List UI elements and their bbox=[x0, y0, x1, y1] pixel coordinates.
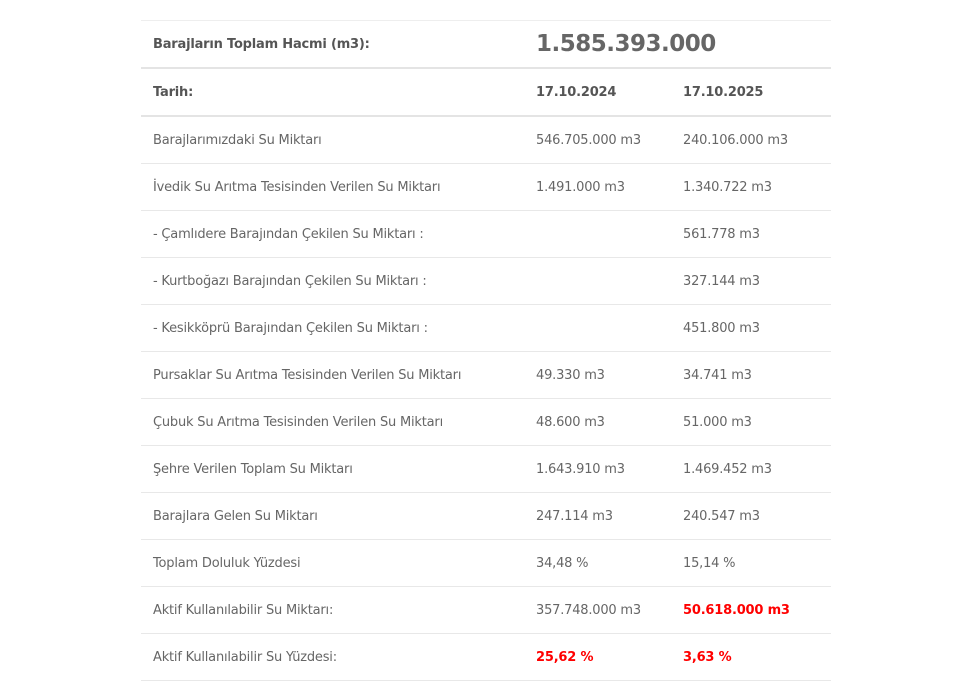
row-label: Pursaklar Su Arıtma Tesisinden Verilen S… bbox=[153, 367, 462, 383]
value-2024: 247.114 m3 bbox=[536, 508, 613, 524]
value-2024: 546.705.000 m3 bbox=[536, 132, 641, 148]
value-2025: 1.340.722 m3 bbox=[683, 179, 772, 195]
row-label: Çubuk Su Arıtma Tesisinden Verilen Su Mi… bbox=[153, 414, 443, 430]
value-2025: 51.000 m3 bbox=[683, 414, 752, 430]
value-2025: 240.547 m3 bbox=[683, 508, 760, 524]
total-volume-label: Barajların Toplam Hacmi (m3): bbox=[153, 36, 370, 52]
value-2024: 48.600 m3 bbox=[536, 414, 605, 430]
row-label: Barajlarımızdaki Su Miktarı bbox=[153, 132, 322, 148]
table-row: Toplam Doluluk Yüzdesi 34,48 % 15,14 % bbox=[141, 540, 831, 587]
value-2025: 451.800 m3 bbox=[683, 320, 760, 336]
date-2: 17.10.2025 bbox=[683, 84, 764, 100]
total-volume-value: 1.585.393.000 bbox=[536, 31, 716, 57]
value-2025: 50.618.000 m3 bbox=[683, 602, 790, 618]
value-2025: 34.741 m3 bbox=[683, 367, 752, 383]
value-2024: 1.643.910 m3 bbox=[536, 461, 625, 477]
row-label: Aktif Kullanılabilir Su Miktarı: bbox=[153, 602, 334, 618]
row-label: İvedik Su Arıtma Tesisinden Verilen Su M… bbox=[153, 179, 441, 195]
table-row: Aktif Kullanılabilir Su Miktarı: 357.748.… bbox=[141, 587, 831, 634]
row-label: - Çamlıdere Barajından Çekilen Su Miktar… bbox=[153, 226, 424, 242]
table-row: Aktif Kullanılabilir Su Yüzdesi: 25,62 % 3… bbox=[141, 634, 831, 681]
date-1: 17.10.2024 bbox=[536, 84, 617, 100]
value-2025: 1.469.452 m3 bbox=[683, 461, 772, 477]
value-2024: 25,62 % bbox=[536, 649, 594, 665]
table-row: - Çamlıdere Barajından Çekilen Su Miktar… bbox=[141, 211, 831, 258]
table-row: İvedik Su Arıtma Tesisinden Verilen Su M… bbox=[141, 164, 831, 211]
table-row: Şehre Verilen Toplam Su Miktarı 1.643.910… bbox=[141, 446, 831, 493]
table-row: - Kurtboğazı Barajından Çekilen Su Mikta… bbox=[141, 258, 831, 305]
value-2025: 240.106.000 m3 bbox=[683, 132, 788, 148]
row-label: Toplam Doluluk Yüzdesi bbox=[153, 555, 301, 571]
value-2024: 49.330 m3 bbox=[536, 367, 605, 383]
value-2025: 327.144 m3 bbox=[683, 273, 760, 289]
table-body: Barajlarımızdaki Su Miktarı 546.705.000 m… bbox=[141, 117, 831, 681]
value-2024: 34,48 % bbox=[536, 555, 589, 571]
row-label: Barajlara Gelen Su Miktarı bbox=[153, 508, 318, 524]
value-2025: 3,63 % bbox=[683, 649, 732, 665]
row-label: Aktif Kullanılabilir Su Yüzdesi: bbox=[153, 649, 337, 665]
date-header-row: Tarih: 17.10.2024 17.10.2025 bbox=[141, 69, 831, 117]
table-row: Çubuk Su Arıtma Tesisinden Verilen Su Mi… bbox=[141, 399, 831, 446]
table-row: Barajlara Gelen Su Miktarı 247.114 m3 240.… bbox=[141, 493, 831, 540]
row-label: - Kurtboğazı Barajından Çekilen Su Mikta… bbox=[153, 273, 427, 289]
value-2025: 15,14 % bbox=[683, 555, 736, 571]
table-row: Pursaklar Su Arıtma Tesisinden Verilen S… bbox=[141, 352, 831, 399]
value-2024: 357.748.000 m3 bbox=[536, 602, 641, 618]
total-volume-row: Barajların Toplam Hacmi (m3): 1.585.393.… bbox=[141, 21, 831, 69]
value-2025: 561.778 m3 bbox=[683, 226, 760, 242]
row-label: - Kesikköprü Barajından Çekilen Su Mikta… bbox=[153, 320, 428, 336]
table-row: - Kesikköprü Barajından Çekilen Su Mikta… bbox=[141, 305, 831, 352]
dam-status-table: Barajların Toplam Hacmi (m3): 1.585.393.… bbox=[141, 20, 831, 681]
value-2024: 1.491.000 m3 bbox=[536, 179, 625, 195]
date-label: Tarih: bbox=[153, 84, 194, 100]
row-label: Şehre Verilen Toplam Su Miktarı bbox=[153, 461, 353, 477]
table-row: Barajlarımızdaki Su Miktarı 546.705.000 m… bbox=[141, 117, 831, 164]
